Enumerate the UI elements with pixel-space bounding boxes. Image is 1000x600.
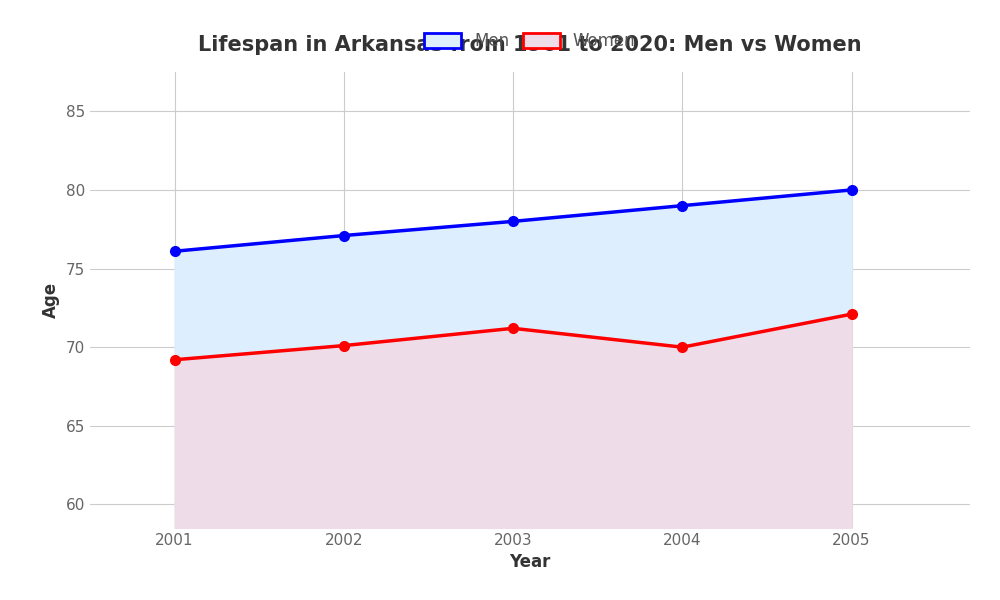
Legend: Men, Women: Men, Women (418, 26, 642, 57)
X-axis label: Year: Year (509, 553, 551, 571)
Title: Lifespan in Arkansas from 1961 to 2020: Men vs Women: Lifespan in Arkansas from 1961 to 2020: … (198, 35, 862, 55)
Y-axis label: Age: Age (42, 282, 60, 318)
